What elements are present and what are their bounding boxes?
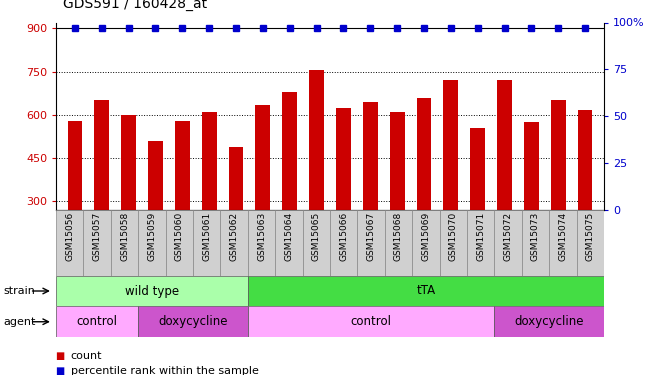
Bar (220, 210, 248, 276)
Text: GSM15074: GSM15074 (558, 212, 568, 261)
Text: wild type: wild type (125, 285, 179, 297)
Text: GSM15072: GSM15072 (500, 213, 509, 262)
Text: GSM15065: GSM15065 (312, 212, 321, 261)
Bar (193, 210, 220, 276)
Text: GSM15073: GSM15073 (527, 213, 536, 262)
Text: GSM15069: GSM15069 (420, 213, 428, 262)
Text: control: control (350, 315, 391, 328)
Bar (248, 210, 275, 276)
Bar (202, 112, 216, 288)
Text: GSM15071: GSM15071 (473, 213, 482, 262)
Text: GSM15065: GSM15065 (312, 213, 321, 262)
Bar (255, 105, 270, 288)
Text: GSM15060: GSM15060 (175, 212, 184, 261)
Bar (175, 121, 189, 288)
Bar (358, 210, 385, 276)
Text: GSM15064: GSM15064 (285, 213, 294, 262)
Bar (139, 210, 166, 276)
Text: GSM15067: GSM15067 (366, 212, 376, 261)
Bar (228, 147, 244, 288)
Bar (83, 210, 111, 276)
Bar (494, 210, 521, 276)
Text: GSM15066: GSM15066 (339, 213, 348, 262)
Text: percentile rank within the sample: percentile rank within the sample (71, 366, 259, 375)
Bar (444, 80, 458, 288)
Text: doxycycline: doxycycline (158, 315, 228, 328)
Bar (497, 80, 512, 288)
Bar (67, 121, 82, 288)
Text: GSM15061: GSM15061 (205, 213, 214, 262)
Text: strain: strain (3, 286, 35, 296)
Text: doxycycline: doxycycline (514, 315, 584, 328)
Bar (416, 98, 432, 288)
Bar (412, 210, 440, 276)
Bar (578, 111, 593, 288)
Text: GSM15063: GSM15063 (257, 212, 266, 261)
Bar (248, 276, 604, 306)
Bar (440, 210, 467, 276)
Text: GSM15060: GSM15060 (178, 213, 187, 262)
Bar (56, 210, 83, 276)
Text: GSM15075: GSM15075 (581, 213, 589, 262)
Bar (549, 210, 577, 276)
Text: count: count (71, 351, 102, 361)
Bar (330, 210, 358, 276)
Text: GSM15064: GSM15064 (284, 212, 294, 261)
Bar (336, 108, 351, 288)
Text: GSM15062: GSM15062 (232, 213, 240, 262)
Text: GSM15075: GSM15075 (585, 212, 595, 261)
Bar (139, 306, 248, 337)
Text: GSM15057: GSM15057 (97, 213, 106, 262)
Bar (56, 306, 139, 337)
Bar (524, 122, 539, 288)
Bar (521, 210, 549, 276)
Text: GSM15069: GSM15069 (421, 212, 430, 261)
Text: GSM15070: GSM15070 (449, 212, 458, 261)
Bar (390, 112, 405, 288)
Text: GSM15058: GSM15058 (124, 213, 133, 262)
Text: GSM15066: GSM15066 (339, 212, 348, 261)
Text: GSM15070: GSM15070 (446, 213, 455, 262)
Text: control: control (77, 315, 117, 328)
Bar (248, 306, 494, 337)
Text: GSM15073: GSM15073 (531, 212, 540, 261)
Text: GSM15074: GSM15074 (554, 213, 563, 262)
Bar (275, 210, 302, 276)
Text: GSM15061: GSM15061 (202, 212, 211, 261)
Text: GSM15062: GSM15062 (230, 212, 239, 261)
Bar (467, 210, 494, 276)
Bar (166, 210, 193, 276)
Bar (148, 141, 163, 288)
Text: agent: agent (3, 317, 36, 327)
Bar (309, 70, 324, 288)
Text: GSM15063: GSM15063 (258, 213, 267, 262)
Bar (363, 102, 378, 288)
Bar (385, 210, 412, 276)
Text: GSM15056: GSM15056 (65, 212, 75, 261)
Text: GSM15068: GSM15068 (394, 212, 403, 261)
Text: GSM15068: GSM15068 (393, 213, 402, 262)
Bar (121, 115, 136, 288)
Text: GSM15057: GSM15057 (92, 212, 102, 261)
Bar (94, 100, 109, 288)
Text: GSM15067: GSM15067 (366, 213, 375, 262)
Text: GDS591 / 160428_at: GDS591 / 160428_at (63, 0, 207, 11)
Text: ■: ■ (56, 351, 69, 361)
Text: GSM15071: GSM15071 (476, 212, 485, 261)
Bar (551, 100, 566, 288)
Text: ■: ■ (56, 366, 69, 375)
Text: tTA: tTA (416, 285, 436, 297)
Bar (577, 210, 604, 276)
Bar (302, 210, 330, 276)
Bar (494, 306, 604, 337)
Text: GSM15059: GSM15059 (151, 213, 160, 262)
Bar (471, 128, 485, 288)
Text: GSM15059: GSM15059 (147, 212, 156, 261)
Text: GSM15058: GSM15058 (120, 212, 129, 261)
Text: GSM15056: GSM15056 (71, 213, 79, 262)
Bar (111, 210, 138, 276)
Bar (56, 276, 248, 306)
Bar (282, 92, 297, 288)
Text: GSM15072: GSM15072 (504, 212, 513, 261)
